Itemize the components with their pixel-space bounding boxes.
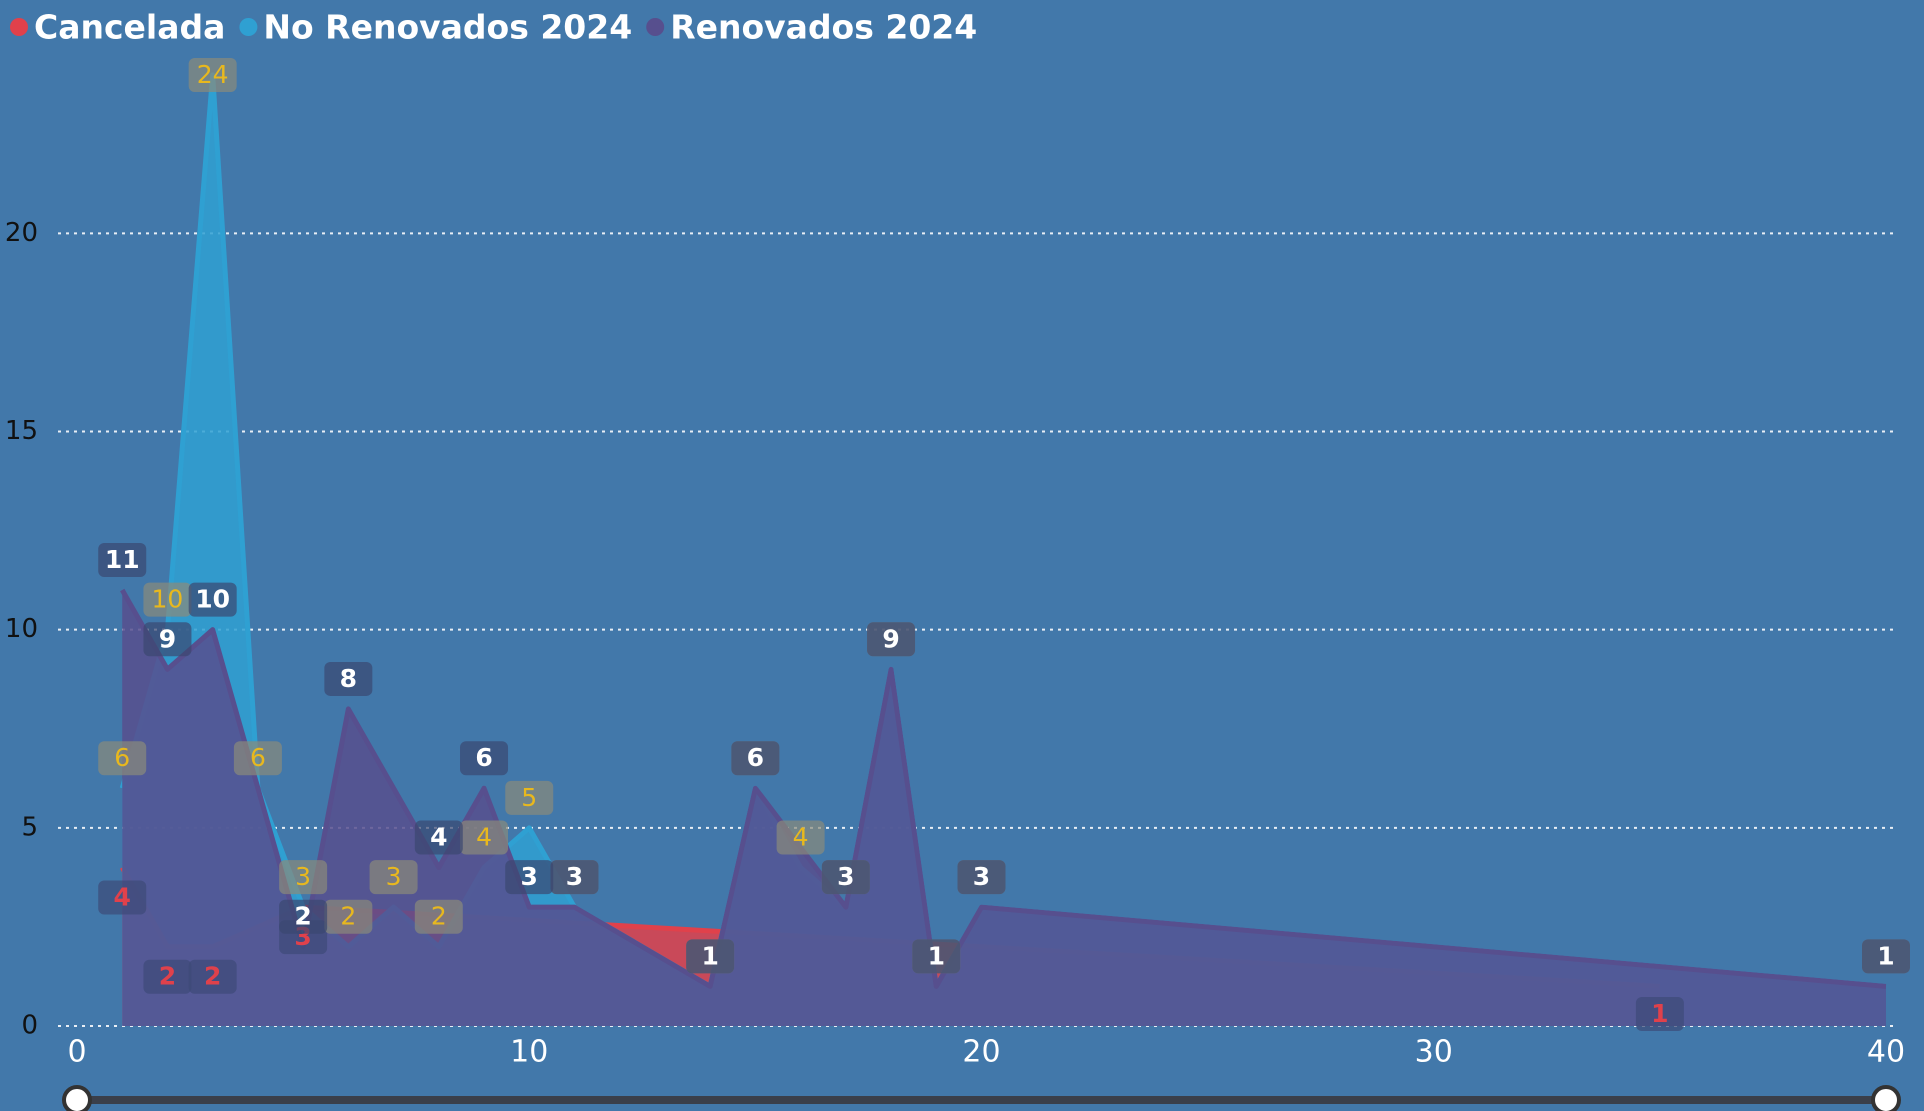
- value-label-bg: [1862, 939, 1910, 974]
- value-label-bg: [505, 780, 554, 815]
- value-label-bg: [233, 741, 282, 776]
- value-label: 1: [928, 941, 945, 970]
- value-label: 6: [250, 743, 266, 772]
- value-label-bg: [324, 661, 373, 696]
- value-label: 3: [521, 862, 538, 891]
- value-label-bg: [821, 860, 870, 895]
- legend-label: Cancelada: [34, 8, 225, 47]
- value-label-bg: [776, 820, 825, 855]
- value-label: 2: [294, 902, 311, 931]
- value-label: 3: [386, 862, 402, 891]
- legend: Cancelada No Renovados 2024 Renovados 2024: [10, 8, 977, 47]
- value-label-bg: [414, 820, 463, 855]
- value-label-bg: [324, 899, 373, 934]
- value-label: 11: [105, 545, 140, 574]
- legend-marker: [239, 18, 258, 36]
- value-label-bg: [279, 860, 328, 895]
- x-tick-label: 20: [962, 1035, 1000, 1070]
- value-label-bg: [98, 543, 147, 578]
- legend-marker: [646, 18, 665, 36]
- value-label-bg: [143, 622, 192, 657]
- x-tick-label: 10: [510, 1035, 548, 1070]
- y-tick-label: 5: [21, 812, 38, 842]
- value-label: 4: [114, 882, 131, 911]
- value-label-bg: [686, 939, 735, 974]
- slider-handle[interactable]: [62, 1085, 92, 1111]
- x-tick-label: 30: [1415, 1035, 1453, 1070]
- value-label: 1: [1877, 941, 1894, 970]
- value-label: 2: [159, 962, 176, 991]
- value-label-bg: [369, 860, 418, 895]
- value-label: 6: [475, 743, 492, 772]
- value-label-bg: [505, 860, 554, 895]
- value-label: 3: [566, 862, 583, 891]
- value-label: 4: [430, 822, 447, 851]
- value-label-bg: [912, 939, 961, 974]
- y-tick-label: 20: [5, 218, 38, 248]
- value-label: 8: [340, 664, 357, 693]
- series-line: [120, 588, 1887, 989]
- x-tick-label: 40: [1867, 1035, 1905, 1070]
- legend-marker: [10, 18, 28, 36]
- value-label-bg: [460, 741, 509, 776]
- y-tick-label: 0: [21, 1011, 38, 1041]
- value-label: 10: [195, 585, 230, 614]
- value-label: 2: [431, 902, 447, 931]
- value-label-bg: [143, 582, 192, 617]
- legend-label: No Renovados 2024: [263, 8, 632, 47]
- y-tick-label: 10: [5, 614, 38, 644]
- value-label: 5: [521, 783, 537, 812]
- value-label: 1: [1651, 999, 1668, 1028]
- value-label: 6: [114, 743, 130, 772]
- value-label-bg: [188, 959, 237, 994]
- value-label: 1: [701, 941, 718, 970]
- value-label: 10: [152, 585, 184, 614]
- value-label-bg: [98, 880, 147, 915]
- legend-label: Renovados 2024: [670, 8, 977, 47]
- value-label-bg: [143, 959, 192, 994]
- value-label: 4: [476, 822, 492, 851]
- value-label: 2: [204, 962, 221, 991]
- x-tick-label: 0: [67, 1035, 86, 1070]
- value-label-bg: [188, 582, 237, 617]
- value-label: 3: [837, 862, 854, 891]
- value-label-bg: [279, 899, 328, 934]
- value-label-bg: [957, 860, 1006, 895]
- value-label-bg: [1635, 997, 1684, 1031]
- slider-handle[interactable]: [1871, 1085, 1901, 1111]
- value-label: 9: [882, 624, 899, 653]
- value-label-bg: [460, 820, 509, 855]
- value-label: 24: [197, 60, 229, 89]
- value-label-bg: [867, 622, 916, 657]
- value-label-bg: [550, 860, 599, 895]
- value-label: 3: [973, 862, 990, 891]
- value-label-bg: [414, 899, 463, 934]
- value-label: 3: [295, 862, 311, 891]
- value-label-bg: [731, 741, 780, 776]
- value-label: 6: [747, 743, 764, 772]
- value-label-bg: [98, 741, 147, 776]
- area-fill: [122, 590, 1887, 1026]
- value-label: 9: [159, 624, 176, 653]
- value-label: 4: [793, 822, 809, 851]
- value-label-bg: [188, 58, 237, 92]
- y-tick-label: 15: [5, 416, 38, 446]
- value-label: 2: [340, 902, 356, 931]
